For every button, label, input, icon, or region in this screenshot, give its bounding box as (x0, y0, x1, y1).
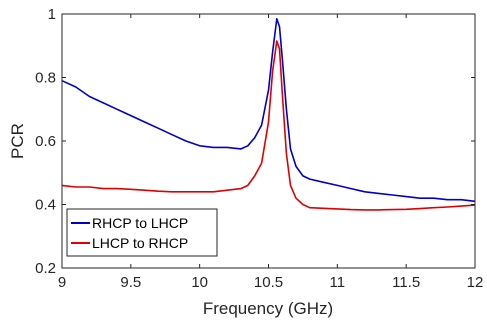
series-layer (61, 18, 476, 211)
y-tick-label: 1 (48, 6, 56, 23)
y-tick-label: 0.4 (35, 197, 56, 214)
y-tick-label: 0.2 (35, 260, 56, 277)
y-tick-label: 0.8 (35, 70, 56, 87)
series-line-1 (61, 18, 476, 203)
x-tick-label: 9 (58, 274, 66, 291)
legend: RHCP to LHCP LHCP to RHCP (66, 208, 218, 257)
tick-layer: 9 9.5 10 10.5 11 11.5 12 0.2 0.4 0.6 0.8 1 (35, 6, 483, 291)
series-line-2 (61, 40, 476, 211)
x-tick-label: 11 (330, 274, 346, 291)
legend-box (66, 208, 218, 257)
x-tick-label: 10.5 (254, 274, 283, 291)
y-tick-label: 0.6 (35, 133, 56, 150)
x-tick-label: 10 (191, 274, 208, 291)
y-axis-label: PCR (8, 123, 27, 159)
legend-label-2: LHCP to RHCP (92, 235, 188, 251)
x-tick-label: 12 (467, 274, 484, 291)
x-tick-label: 11.5 (392, 274, 420, 291)
x-axis-label: Frequency (GHz) (203, 299, 333, 318)
x-tick-label: 9.5 (120, 274, 141, 291)
legend-label-1: RHCP to LHCP (92, 215, 188, 231)
